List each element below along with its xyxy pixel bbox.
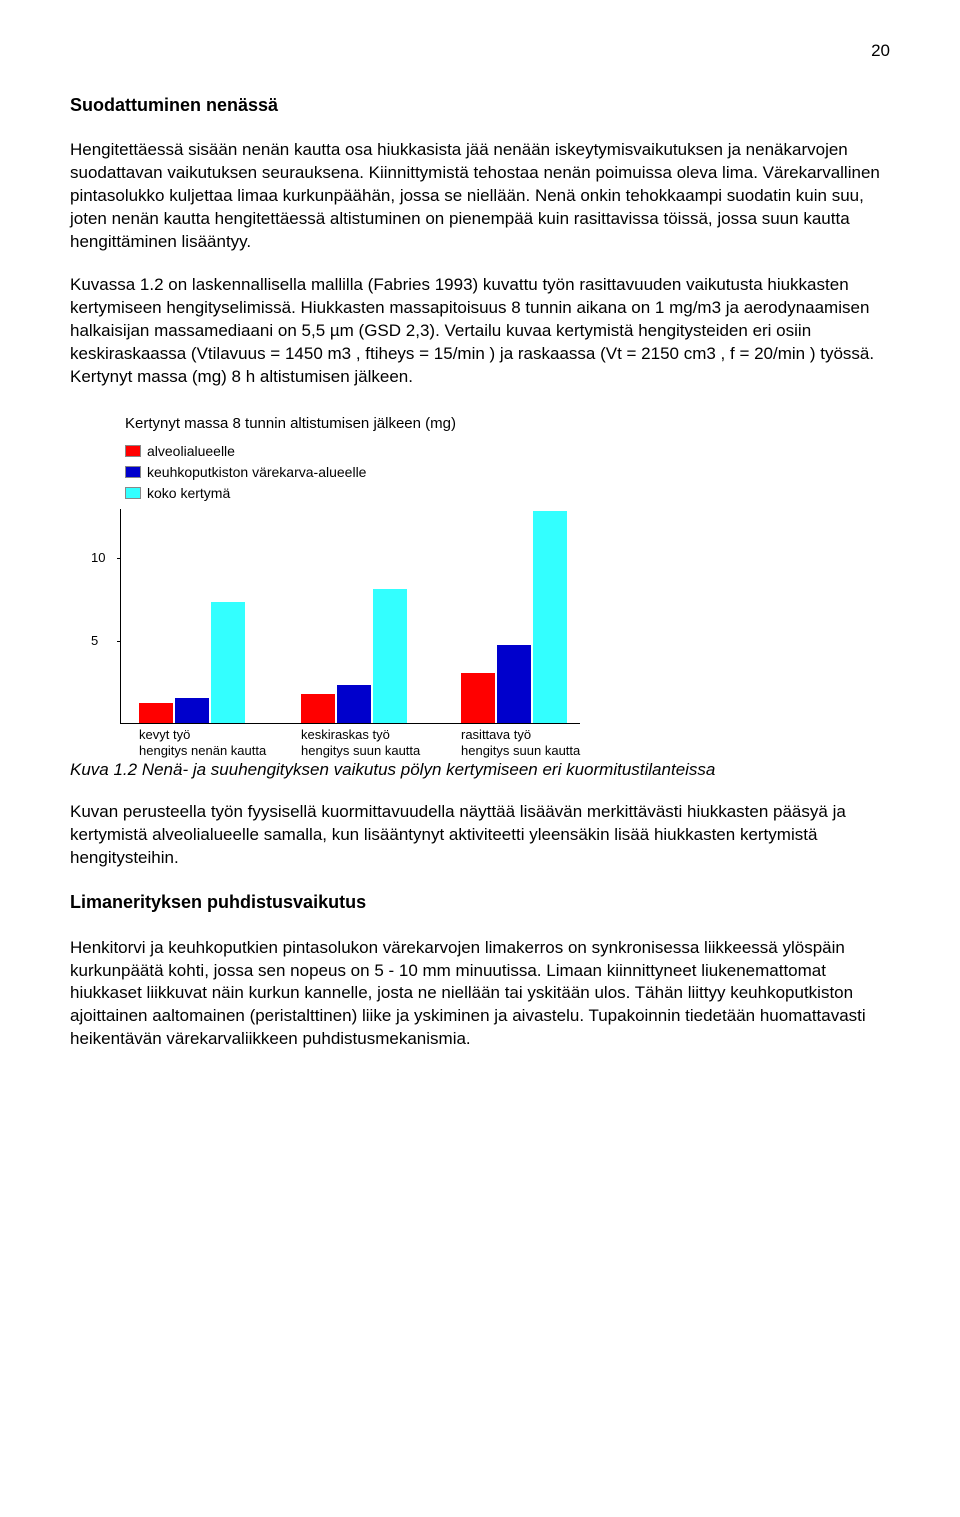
paragraph-4: Henkitorvi ja keuhkoputkien pintasolukon…: [70, 937, 890, 1052]
legend-swatch: [125, 445, 141, 457]
bar-alveoli: [139, 703, 173, 723]
legend-swatch: [125, 466, 141, 478]
bar-total: [533, 511, 567, 723]
bar-group: [139, 602, 245, 723]
chart-title: Kertynyt massa 8 tunnin altistumisen jäl…: [125, 414, 600, 434]
bar-group: [301, 589, 407, 723]
bar-total: [211, 602, 245, 723]
legend-label: keuhkoputkiston värekarva-alueelle: [147, 463, 366, 482]
y-tick-label: 10: [91, 549, 105, 567]
paragraph-2: Kuvassa 1.2 on laskennallisella mallilla…: [70, 274, 890, 389]
legend-item: koko kertymä: [125, 484, 600, 503]
legend-item: alveolialueelle: [125, 442, 600, 461]
heading-suodattuminen: Suodattuminen nenässä: [70, 93, 890, 117]
legend-swatch: [125, 487, 141, 499]
paragraph-1: Hengitettäessä sisään nenän kautta osa h…: [70, 139, 890, 254]
figure-caption: Kuva 1.2 Nenä- ja suuhengityksen vaikutu…: [70, 759, 890, 782]
bar-alveoli: [461, 673, 495, 723]
legend-label: alveolialueelle: [147, 442, 235, 461]
heading-limaneritys: Limanerityksen puhdistusvaikutus: [70, 890, 890, 914]
bar-bronchi: [497, 645, 531, 723]
paragraph-3: Kuvan perusteella työn fyysisellä kuormi…: [70, 801, 890, 870]
bar-bronchi: [337, 685, 371, 723]
y-tick-label: 5: [91, 632, 98, 650]
page-number: 20: [70, 40, 890, 63]
x-axis-label: kevyt työhengitys nenän kautta: [139, 723, 266, 760]
legend-label: koko kertymä: [147, 484, 230, 503]
mass-accumulation-chart: Kertynyt massa 8 tunnin altistumisen jäl…: [70, 409, 890, 724]
x-axis-label: rasittava työhengitys suun kautta: [461, 723, 580, 760]
bar-total: [373, 589, 407, 723]
chart-plot-area: 510kevyt työhengitys nenän kauttakeskira…: [120, 509, 580, 724]
x-axis-label: keskiraskas työhengitys suun kautta: [301, 723, 420, 760]
bar-alveoli: [301, 694, 335, 722]
legend-item: keuhkoputkiston värekarva-alueelle: [125, 463, 600, 482]
bar-group: [461, 511, 567, 723]
chart-legend: alveolialueelle keuhkoputkiston värekarva…: [125, 442, 600, 503]
bar-bronchi: [175, 698, 209, 723]
